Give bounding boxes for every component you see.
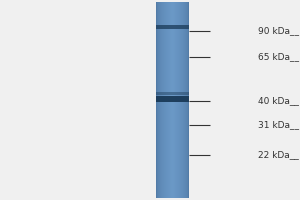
Bar <box>156 25 189 29</box>
Text: 31 kDa__: 31 kDa__ <box>257 120 298 130</box>
Text: 22 kDa__: 22 kDa__ <box>258 151 298 160</box>
Bar <box>156 92 189 95</box>
Text: 40 kDa__: 40 kDa__ <box>258 97 298 106</box>
Text: 90 kDa__: 90 kDa__ <box>257 26 298 36</box>
Text: 65 kDa__: 65 kDa__ <box>257 52 298 61</box>
Bar <box>156 96 189 102</box>
